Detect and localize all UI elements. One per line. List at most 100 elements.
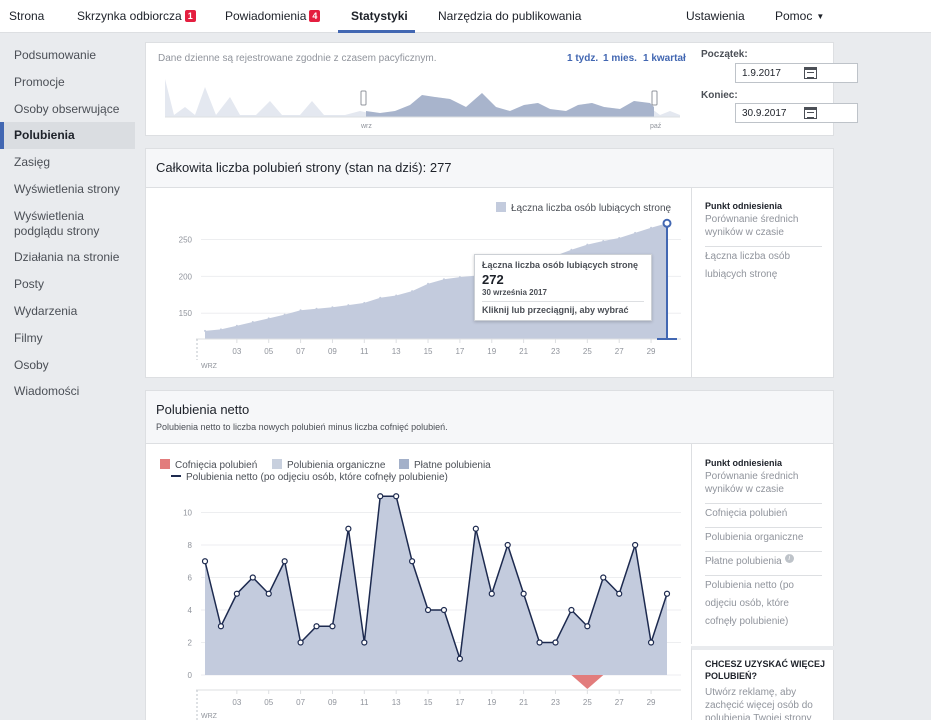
y-tick-label: 8 — [188, 541, 193, 550]
tooltip-series: Łączna liczba osób lubiących stronę — [482, 260, 639, 270]
benchmark-unlikes-link[interactable]: Cofnięcia polubień — [705, 508, 788, 519]
y-tick-label: 200 — [179, 272, 193, 281]
x-tick-label: 11 — [360, 698, 369, 707]
data-point — [345, 525, 352, 532]
notifications-badge: 4 — [309, 10, 321, 22]
x-tick-label: 17 — [455, 698, 464, 707]
help-menu[interactable]: Pomoc ▼ — [775, 9, 824, 23]
range-mini-chart[interactable]: wrz paź — [160, 67, 690, 133]
tab-inbox[interactable]: Skrzynka odbiorcza 1 — [77, 9, 196, 23]
tab-insights[interactable]: Statystyki — [351, 9, 408, 23]
divider — [705, 527, 822, 528]
tab-page-label: Strona — [9, 9, 45, 23]
tooltip-hint: Kliknij lub przeciągnij, aby wybrać — [482, 305, 629, 315]
start-date-input[interactable]: 1.9.2017 — [735, 63, 858, 83]
data-point — [536, 639, 543, 646]
data-point — [217, 623, 225, 630]
x-tick-label: 13 — [392, 698, 401, 707]
benchmark-heading: Punkt odniesienia — [705, 201, 783, 211]
data-point — [409, 558, 416, 565]
x-axis-start-label: WRZ — [201, 363, 218, 370]
sidebar-item-overview[interactable]: Podsumowanie — [14, 48, 97, 62]
sidebar-item-events[interactable]: Wydarzenia — [14, 304, 78, 318]
data-point — [634, 231, 637, 234]
data-point — [201, 558, 209, 565]
top-navigation: Strona Skrzynka odbiorcza 1 Powiadomienia… — [0, 0, 931, 33]
tab-inbox-label: Skrzynka odbiorcza — [77, 9, 182, 23]
hover-point — [662, 218, 672, 228]
range-1-month-link[interactable]: 1 mies. — [603, 53, 637, 64]
y-tick-label: 6 — [188, 574, 193, 583]
legend-label: Polubienia organiczne — [287, 460, 386, 471]
sidebar-item-messages[interactable]: Wiadomości — [14, 384, 80, 398]
sidebar-item-videos[interactable]: Filmy — [14, 331, 43, 345]
sidebar-item-followers[interactable]: Osoby obserwujące — [14, 102, 120, 116]
sidebar-item-actions[interactable]: Działania na stronie — [14, 250, 120, 264]
legend-organic[interactable]: Polubienia organiczne — [272, 459, 385, 471]
x-tick-label: 09 — [328, 698, 337, 707]
data-point — [568, 606, 575, 614]
x-tick-label: 05 — [264, 698, 273, 707]
end-date-input[interactable]: 30.9.2017 — [735, 103, 858, 123]
total-likes-title: Całkowita liczba polubień strony (stan n… — [156, 160, 452, 175]
data-point — [233, 590, 240, 597]
data-point — [602, 239, 605, 242]
tab-notifications[interactable]: Powiadomienia 4 — [225, 9, 321, 23]
sidebar-item-reach[interactable]: Zasięg — [14, 155, 51, 169]
benchmark-panel: Punkt odniesienia Porównanie średnich wy… — [691, 444, 834, 644]
data-point — [600, 574, 607, 581]
range-1-week-link[interactable]: 1 tydz. — [567, 53, 599, 64]
y-tick-label: 150 — [179, 309, 193, 318]
legend-swatch — [399, 459, 409, 469]
data-point — [251, 321, 254, 324]
data-point — [395, 294, 398, 297]
x-tick-label: 29 — [647, 347, 656, 356]
x-tick-label: 19 — [487, 347, 496, 356]
sidebar-item-page-views[interactable]: Wyświetlenia strony — [14, 182, 120, 196]
data-point — [411, 290, 414, 293]
range-end-handle[interactable] — [651, 90, 658, 106]
tab-publishing-tools[interactable]: Narzędzia do publikowania — [438, 9, 581, 23]
net-likes-chart[interactable]: 0 2 4 6 8 10 03 05 07 09 11 13 15 17 19 21 23 25 27 29 WRZ — [146, 444, 691, 720]
sidebar-item-posts[interactable]: Posty — [14, 277, 45, 291]
x-tick-label: 15 — [424, 698, 433, 707]
data-point — [552, 639, 559, 646]
sidebar-item-people[interactable]: Osoby — [14, 358, 49, 372]
tooltip-value: 272 — [482, 272, 504, 287]
net-likes-subtitle: Polubienia netto to liczba nowych polubi… — [156, 422, 448, 432]
sidebar-item-likes[interactable]: Polubienia — [0, 122, 135, 149]
x-tick-label: 21 — [519, 347, 528, 356]
range-1-quarter-link[interactable]: 1 kwartał — [643, 53, 686, 64]
chevron-down-icon: ▼ — [816, 12, 825, 21]
data-point — [427, 282, 430, 285]
calendar-icon[interactable] — [804, 107, 817, 119]
benchmark-net-link[interactable]: Polubienia netto (po odjęciu osób, które… — [705, 580, 794, 627]
benchmark-paid-label: Płatne polubienia — [705, 556, 782, 567]
y-tick-label: 2 — [188, 639, 193, 648]
settings-link[interactable]: Ustawienia — [686, 9, 745, 23]
tab-page[interactable]: Strona — [9, 9, 44, 23]
legend-unlikes[interactable]: Cofnięcia polubień — [160, 459, 257, 471]
range-start-handle[interactable] — [360, 90, 367, 106]
info-icon[interactable]: i — [784, 554, 794, 563]
calendar-icon[interactable] — [804, 67, 817, 79]
data-point — [315, 307, 318, 310]
benchmark-paid-link[interactable]: Płatne polubienia i — [705, 553, 794, 571]
sidebar-item-promotions[interactable]: Promocje — [14, 75, 65, 89]
benchmark-total-likes-link[interactable]: Łączna liczba osób lubiących stronę — [705, 251, 791, 280]
sidebar-item-page-previews[interactable]: Wyświetlenia podglądu strony — [14, 209, 100, 238]
data-point — [281, 558, 288, 565]
benchmark-organic-link[interactable]: Polubienia organiczne — [705, 532, 804, 543]
data-point — [424, 606, 432, 614]
y-tick-label: 10 — [183, 509, 192, 518]
total-likes-legend[interactable]: Łączna liczba osób lubiących stronę — [496, 202, 671, 214]
legend-swatch — [496, 202, 506, 212]
x-tick-label: 27 — [615, 347, 624, 356]
y-tick-label: 4 — [188, 606, 193, 615]
legend-net[interactable]: Polubienia netto (po odjęciu osób, które… — [171, 472, 448, 483]
legend-paid[interactable]: Płatne polubienia — [399, 459, 491, 471]
promo-text[interactable]: Utwórz reklamę, aby zachęcić więcej osób… — [705, 687, 813, 720]
x-tick-label: 29 — [647, 698, 656, 707]
benchmark-heading: Punkt odniesienia — [705, 458, 783, 468]
mini-area-selected — [366, 93, 654, 117]
